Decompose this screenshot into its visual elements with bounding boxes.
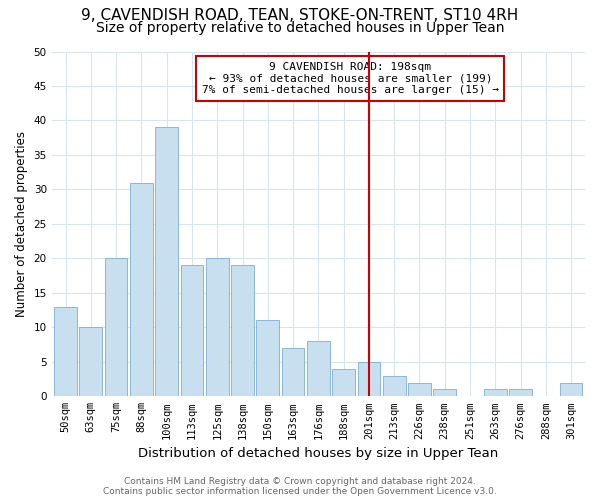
Bar: [130, 182, 153, 396]
Bar: [358, 362, 380, 396]
Bar: [231, 266, 254, 396]
X-axis label: Distribution of detached houses by size in Upper Tean: Distribution of detached houses by size …: [138, 447, 499, 460]
Bar: [560, 382, 583, 396]
Bar: [383, 376, 406, 396]
Text: Contains HM Land Registry data © Crown copyright and database right 2024.
Contai: Contains HM Land Registry data © Crown c…: [103, 476, 497, 496]
Bar: [181, 266, 203, 396]
Bar: [408, 382, 431, 396]
Y-axis label: Number of detached properties: Number of detached properties: [15, 131, 28, 317]
Bar: [509, 390, 532, 396]
Bar: [281, 348, 304, 397]
Bar: [155, 128, 178, 396]
Bar: [256, 320, 279, 396]
Text: Size of property relative to detached houses in Upper Tean: Size of property relative to detached ho…: [96, 21, 504, 35]
Bar: [105, 258, 127, 396]
Bar: [206, 258, 229, 396]
Bar: [484, 390, 506, 396]
Text: 9 CAVENDISH ROAD: 198sqm
← 93% of detached houses are smaller (199)
7% of semi-d: 9 CAVENDISH ROAD: 198sqm ← 93% of detach…: [202, 62, 499, 95]
Bar: [307, 341, 330, 396]
Bar: [332, 368, 355, 396]
Bar: [54, 306, 77, 396]
Bar: [433, 390, 456, 396]
Bar: [79, 328, 102, 396]
Text: 9, CAVENDISH ROAD, TEAN, STOKE-ON-TRENT, ST10 4RH: 9, CAVENDISH ROAD, TEAN, STOKE-ON-TRENT,…: [82, 8, 518, 22]
